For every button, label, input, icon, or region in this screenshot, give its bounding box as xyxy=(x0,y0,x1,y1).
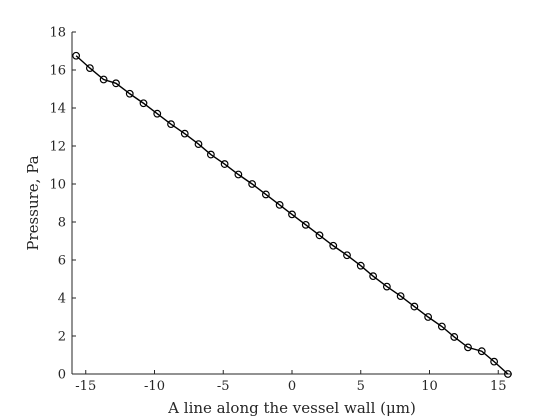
data-point xyxy=(410,302,419,311)
data-point xyxy=(369,272,378,281)
axes: -15 -10 -5 0 5 10 15 0 2 4 6 8 10 12 14 16 18 xyxy=(49,26,512,394)
data-point xyxy=(234,170,243,179)
x-tick-label: 0 xyxy=(288,379,296,394)
data-point xyxy=(315,231,324,240)
data-point xyxy=(477,347,486,356)
x-tick-label: -5 xyxy=(217,379,230,394)
data-point xyxy=(125,89,134,98)
y-tick-label: 14 xyxy=(49,102,66,117)
data-point xyxy=(99,75,108,84)
data-point xyxy=(450,333,459,341)
y-tick-label: 4 xyxy=(58,292,66,307)
x-axis-label: A line along the vessel wall (μm) xyxy=(167,399,416,417)
data-point xyxy=(180,129,189,138)
data-point xyxy=(343,251,351,260)
data-point xyxy=(288,210,296,219)
data-point xyxy=(437,322,446,331)
x-tick-label: -15 xyxy=(75,379,96,394)
y-tick-label: 18 xyxy=(49,26,66,41)
data-point xyxy=(464,343,472,352)
data-point xyxy=(329,241,338,250)
data-point xyxy=(167,120,175,129)
data-point xyxy=(194,140,203,149)
data-point xyxy=(424,313,433,321)
data-point xyxy=(490,357,499,366)
y-tick-label: 6 xyxy=(58,254,66,269)
data-point xyxy=(275,200,284,209)
y-tick-label: 0 xyxy=(58,368,66,383)
data-point xyxy=(139,99,148,108)
data-point xyxy=(85,64,94,72)
data-point xyxy=(220,160,229,168)
data-point xyxy=(503,370,512,378)
data-point xyxy=(301,220,310,229)
series-line xyxy=(75,55,509,375)
x-tick-label: -10 xyxy=(144,379,165,394)
data-point xyxy=(382,282,391,291)
x-tick-label: 5 xyxy=(357,379,365,394)
y-tick-label: 8 xyxy=(58,216,66,231)
data-point xyxy=(72,51,81,60)
y-tick-label: 16 xyxy=(49,64,66,79)
x-tick-label: 15 xyxy=(490,379,507,394)
data-point xyxy=(261,190,270,199)
data-point xyxy=(112,79,120,88)
y-axis-label: Pressure, Pa xyxy=(24,155,42,250)
data-point xyxy=(356,261,365,270)
data-point xyxy=(396,292,405,301)
data-point xyxy=(248,180,257,188)
data-point xyxy=(206,150,215,159)
y-tick-label: 10 xyxy=(49,178,66,193)
y-tick-label: 12 xyxy=(49,140,66,155)
plot-area xyxy=(72,51,512,378)
data-point xyxy=(153,109,162,118)
x-tick-label: 10 xyxy=(421,379,438,394)
y-tick-label: 2 xyxy=(58,330,66,345)
